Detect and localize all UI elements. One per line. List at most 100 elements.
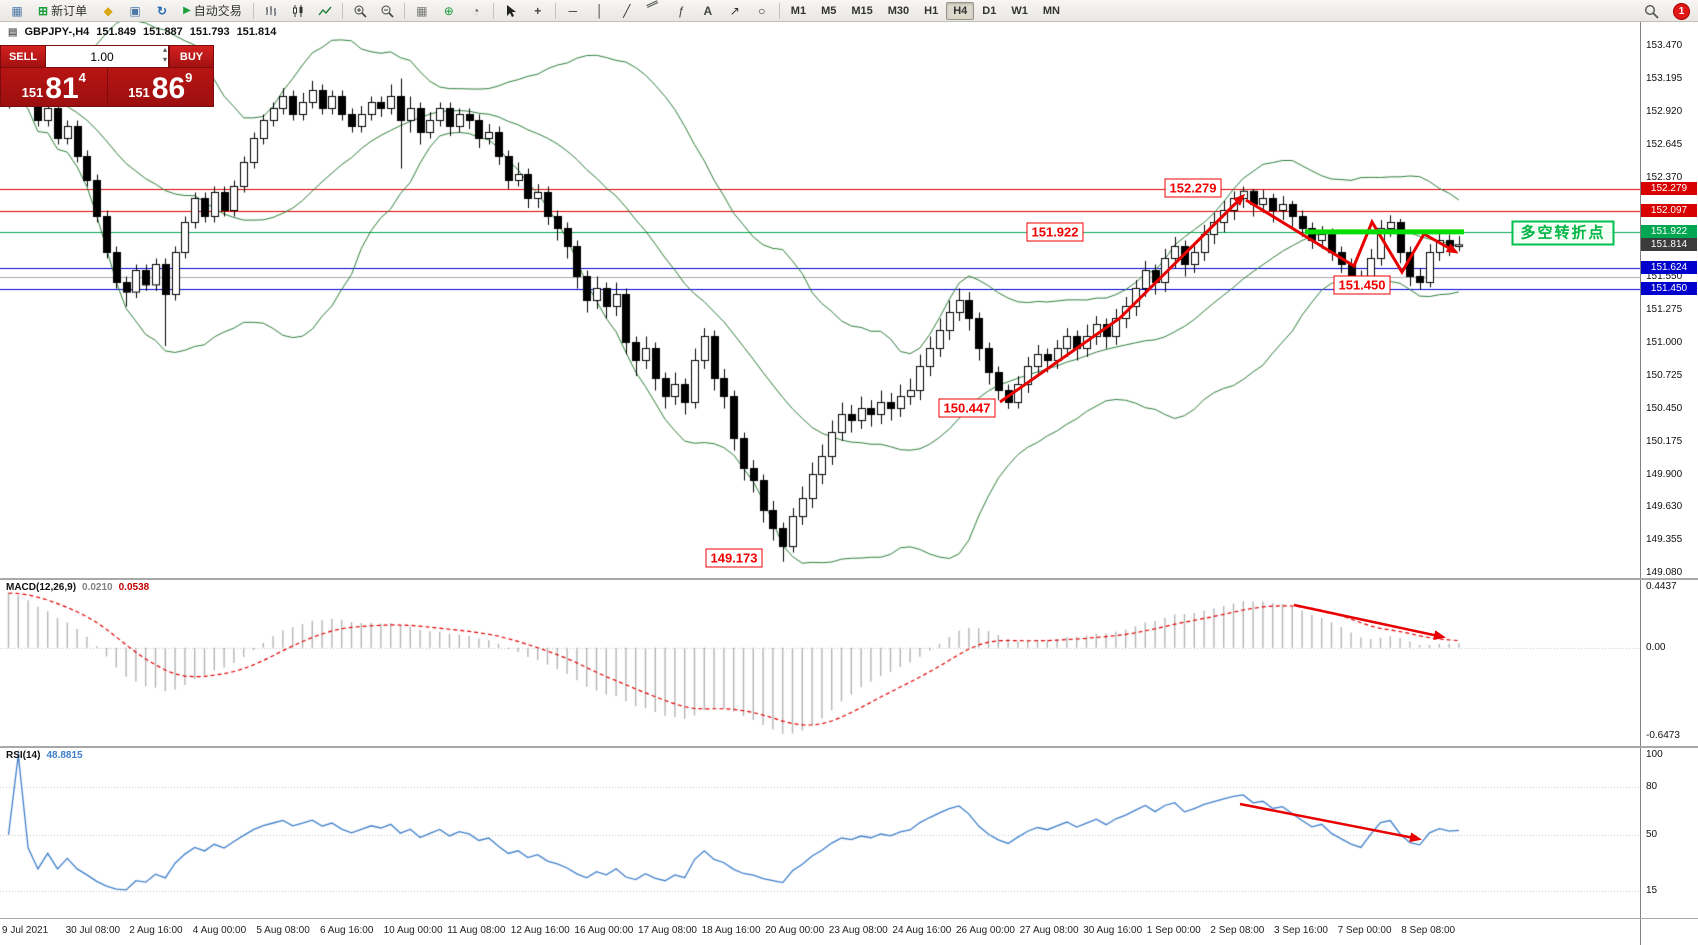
macd-panel-divider[interactable] [0,578,1698,580]
crosshair-glyph: + [534,3,542,18]
macd-name: MACD(12,26,9) [6,582,77,593]
volume-input[interactable] [46,48,168,65]
price-tick-label: 151.275 [1646,303,1683,315]
hline-icon[interactable]: ─ [560,1,586,21]
price-annotation-box[interactable]: 151.450 [1333,275,1391,295]
fibonacci-icon[interactable]: ƒ [668,1,694,21]
new-order-button[interactable]: ⊞ 新订单 [31,2,94,20]
macd-axis-label: -0.6473 [1646,730,1680,742]
time-label: 5 Aug 08:00 [256,925,310,936]
terminal-icon[interactable]: ▣ [122,1,148,21]
price-annotation-box[interactable]: 151.922 [1026,222,1084,242]
rsi-name: RSI(14) [6,750,41,761]
bar-chart-icon[interactable] [258,1,284,21]
tf-w1-button[interactable]: W1 [1004,2,1035,20]
notification-badge[interactable]: 1 [1673,2,1690,20]
cursor-icon[interactable] [498,1,524,21]
time-label: 23 Aug 08:00 [828,925,888,936]
zoom-out-icon[interactable] [374,1,400,21]
price-tick-label: 153.195 [1646,73,1683,85]
metaeditor-icon[interactable]: ◆ [95,1,121,21]
tile-windows-icon[interactable]: ▦ [409,1,435,21]
time-axis[interactable]: 9 Jul 2021 30 Jul 08:00 2 Aug 16:00 4 Aug 0… [0,920,1640,945]
text-icon[interactable]: A [695,1,721,21]
time-label: 12 Aug 16:00 [510,925,570,936]
price-tick-label: 149.900 [1646,468,1683,480]
crosshair-icon[interactable]: + [525,1,551,21]
trendline-icon[interactable]: ╱ [614,1,640,21]
metaeditor-glyph: ◆ [103,3,113,18]
arrow-tool-icon[interactable]: ↗ [722,1,748,21]
close-value: 151.814 [236,26,277,38]
time-label: 27 Aug 08:00 [1019,925,1079,936]
price-annotation-box[interactable]: 152.279 [1164,178,1222,198]
sell-price-big: 81 [45,72,79,105]
buy-price-sup: 9 [185,70,193,85]
charts-window-icon[interactable]: ▦ [4,1,30,21]
period-icon[interactable]: ◔ [463,1,489,21]
price-tick-label: 149.630 [1646,500,1683,512]
trade-header-row: SELL ▴▾ BUY [1,46,213,68]
time-label: 3 Sep 16:00 [1274,925,1328,936]
tf-m1-button[interactable]: M1 [784,2,813,20]
text-glyph: A [703,3,713,18]
tf-h4-button[interactable]: H4 [946,1,975,20]
tf-h1-button[interactable]: H1 [917,2,945,20]
tf-mn-button[interactable]: MN [1036,2,1067,20]
turning-point-label[interactable]: 多空转折点 [1511,220,1615,246]
rsi-panel-divider[interactable] [0,746,1698,748]
spinner-up-icon[interactable]: ▴ [162,45,167,54]
sell-price[interactable]: 151 81 4 [1,68,107,107]
arrow-glyph: ↗ [729,3,740,18]
tf-d1-button[interactable]: D1 [975,2,1003,20]
spinner-down-icon[interactable]: ▾ [162,55,167,64]
macd-axis-label: 0.00 [1646,641,1666,653]
line-chart-icon[interactable] [312,1,338,21]
shapes-icon[interactable]: ○ [749,1,775,21]
time-label: 18 Aug 16:00 [701,925,761,936]
refresh-icon[interactable]: ↻ [149,1,175,21]
sell-button[interactable]: SELL [1,46,45,67]
time-label: 2 Aug 16:00 [129,925,183,936]
zoom-in-icon[interactable] [347,1,373,21]
autotrading-play-icon: ▶ [183,4,191,16]
price-tick-label: 149.080 [1646,566,1683,578]
time-label: 20 Aug 00:00 [765,925,825,936]
channel-glyph: ∥ [645,0,661,9]
time-label: 1 Sep 00:00 [1146,925,1201,936]
time-label: 10 Aug 00:00 [383,925,443,936]
sell-price-prefix: 151 [21,85,44,101]
time-label: 16 Aug 00:00 [574,925,634,936]
rsi-axis-label: 100 [1646,749,1663,760]
refresh-glyph: ↻ [157,3,168,18]
chart-canvas[interactable] [0,22,1640,945]
volume-field[interactable]: ▴▾ [45,46,169,67]
autotrading-button[interactable]: ▶ 自动交易 [176,2,249,20]
period-glyph: ◔ [472,3,480,18]
search-icon[interactable] [1644,4,1659,19]
volume-spinner[interactable]: ▴ ▾ [163,46,167,66]
price-tag: 151.450 [1641,281,1697,295]
price-annotation-box[interactable]: 150.447 [938,398,996,418]
price-tick-label: 151.000 [1646,336,1683,348]
chart-icon: ▤ [8,26,18,38]
rsi-axis-label: 50 [1646,828,1658,840]
tf-m30-button[interactable]: M30 [881,2,916,20]
price-axis[interactable]: 153.470 153.195 152.920 152.645 152.370 151.5… [1640,22,1698,945]
price-tick-label: 149.355 [1646,533,1683,545]
indicators-icon[interactable]: ⊕ [436,1,462,21]
price-annotation-box[interactable]: 149.173 [705,548,763,568]
indicators-glyph: ⊕ [443,3,454,18]
time-label: 6 Aug 16:00 [320,925,374,936]
price-tag: 151.922 [1641,224,1697,238]
rsi-axis-label: 15 [1646,884,1658,896]
tf-m15-button[interactable]: M15 [844,2,879,20]
buy-button[interactable]: BUY [169,46,213,67]
tf-m5-button[interactable]: M5 [814,2,843,20]
vline-icon[interactable]: │ [587,1,613,21]
symbol-period-label: GBPJPY-,H4 [24,26,90,38]
candlestick-chart-icon[interactable] [285,1,311,21]
fibonacci-glyph: ƒ [677,3,685,18]
low-value: 151.793 [189,26,230,38]
buy-price[interactable]: 151 86 9 [108,68,214,107]
